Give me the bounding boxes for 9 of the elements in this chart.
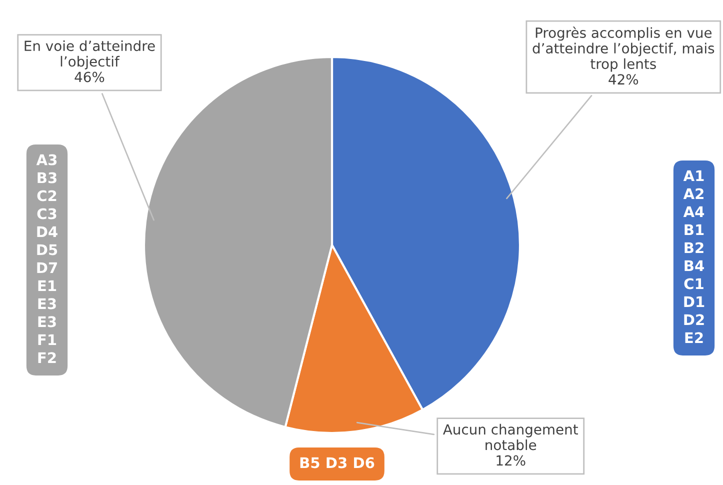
- slice-label: En voie d’atteindre l’objectif: [24, 40, 155, 70]
- text: B5 D3 D6: [300, 457, 374, 468]
- data-label: 12%: [496, 455, 526, 466]
- text: A1 A2 A4 B1 B2 B4 C1 D1 D2 E2: [683, 170, 704, 343]
- slice-label: Progrès accomplis en vue d’atteindre l’objectif, mais trop lents: [532, 26, 714, 72]
- data-label: 42%: [608, 74, 638, 85]
- data-label: 46%: [74, 72, 104, 82]
- text: A3 B3 C2 C3 D4 D5 D7 E1 E3 E3 F1 F2: [36, 154, 58, 363]
- slice-label: Aucun changement notable: [443, 424, 578, 450]
